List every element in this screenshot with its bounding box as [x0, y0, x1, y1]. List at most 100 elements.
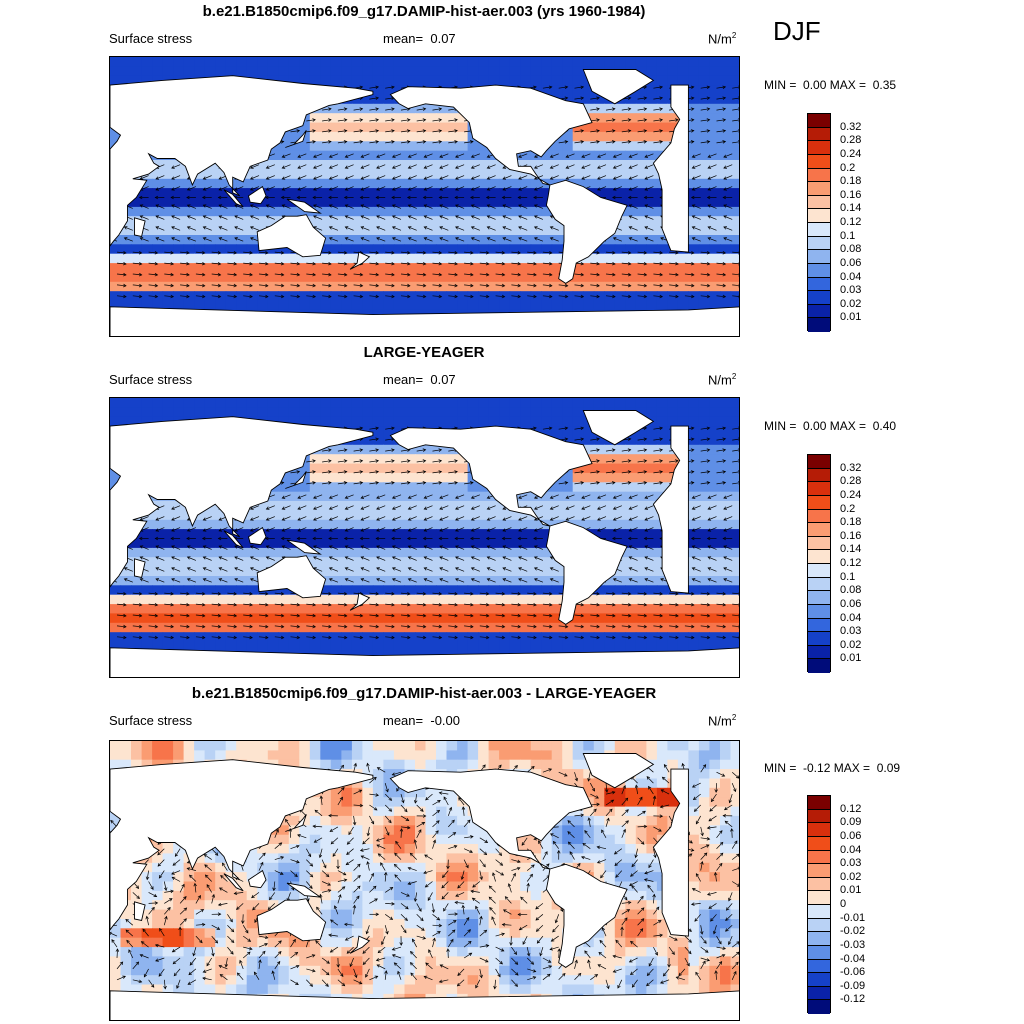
wind-vector: [511, 262, 521, 265]
field-cell: [267, 613, 279, 624]
field-cell: [530, 178, 542, 189]
wind-vector-head: [533, 251, 537, 255]
field-cell: [173, 547, 185, 558]
field-cell: [688, 454, 700, 465]
field-cell: [625, 291, 637, 302]
field-cell: [309, 263, 321, 274]
field-cell: [604, 188, 616, 199]
wind-vector-head: [438, 195, 443, 200]
field-cell: [478, 263, 490, 274]
field-cell: [330, 566, 342, 577]
field-cell: [351, 566, 363, 577]
field-cell: [541, 263, 553, 274]
field-cell: [646, 454, 658, 465]
field-cell: [330, 463, 342, 474]
field-cell: [446, 557, 458, 568]
field-cell: [278, 206, 290, 217]
field-cell: [530, 291, 542, 302]
wind-vector: [518, 186, 528, 191]
wind-vector: [464, 251, 474, 254]
field-cell: [415, 206, 427, 217]
wind-vector-head: [155, 237, 160, 241]
field-cell: [457, 604, 469, 615]
field-cell: [698, 66, 710, 77]
wind-vector-head: [565, 176, 570, 180]
wind-vector: [274, 284, 284, 287]
field-cell: [173, 613, 185, 624]
field-cell: [320, 122, 332, 133]
field-cell: [562, 300, 574, 311]
wind-vector: [322, 141, 332, 144]
field-cell: [457, 622, 469, 633]
field-cell: [320, 206, 332, 217]
wind-vector: [448, 119, 458, 122]
field-cell: [730, 426, 739, 437]
wind-vector-head: [691, 165, 696, 169]
field-cell: [646, 272, 658, 283]
field-cell: [320, 576, 332, 586]
wind-vector-head: [455, 226, 459, 230]
field-cell: [457, 150, 469, 161]
field-cell: [646, 529, 658, 540]
field-cell: [393, 253, 405, 264]
field-cell: [656, 122, 668, 133]
panel1-variable-label: Surface stress: [109, 31, 193, 46]
field-cell: [583, 491, 595, 502]
field-cell: [562, 482, 574, 493]
field-cell: [457, 281, 469, 292]
field-cell: [446, 178, 458, 189]
wind-vector-head: [439, 154, 443, 158]
wind-vector-head: [391, 107, 395, 111]
wind-vector: [439, 153, 449, 158]
field-cell: [509, 604, 521, 615]
wind-vector-head: [706, 107, 711, 111]
wind-vector-head: [328, 129, 332, 133]
wind-vector-head: [328, 283, 332, 288]
field-cell: [194, 169, 206, 180]
field-cell: [110, 622, 122, 633]
wind-vector: [385, 119, 395, 122]
field-cell: [446, 141, 458, 152]
field-cell: [152, 622, 164, 633]
wind-vector: [329, 153, 339, 158]
field-cell: [457, 547, 469, 558]
wind-vector-head: [296, 283, 301, 288]
field-cell: [351, 113, 363, 124]
field-cell: [446, 113, 458, 124]
field-cell: [267, 263, 279, 274]
wind-vector-head: [186, 195, 190, 200]
field-cell: [383, 604, 395, 615]
field-cell: [457, 216, 469, 227]
field-cell: [351, 57, 363, 67]
field-cell: [698, 529, 710, 540]
field-cell: [446, 604, 458, 615]
field-cell: [393, 547, 405, 558]
field-cell: [131, 235, 143, 245]
field-cell: [351, 235, 363, 245]
field-cell: [309, 253, 321, 264]
wind-vector-head: [596, 283, 600, 288]
wind-vector: [613, 175, 622, 180]
field-cell: [393, 197, 405, 208]
wind-vector-head: [280, 140, 285, 144]
panel2-units-base: N/m: [708, 372, 732, 388]
field-cell: [509, 263, 521, 274]
field-cell: [698, 225, 710, 236]
field-cell: [162, 244, 174, 255]
field-cell: [204, 529, 216, 540]
wind-vector-head: [186, 215, 191, 219]
field-cell: [698, 407, 710, 418]
field-cell: [141, 529, 153, 540]
field-cell: [488, 566, 500, 577]
field-cell: [730, 557, 739, 568]
field-cell: [646, 557, 658, 568]
wind-vector-head: [707, 165, 712, 169]
field-cell: [572, 510, 584, 521]
wind-vector: [408, 175, 417, 180]
field-cell: [572, 94, 584, 105]
wind-vector-head: [628, 204, 633, 208]
wind-vector-head: [139, 237, 144, 241]
field-cell: [393, 454, 405, 465]
field-cell: [551, 85, 563, 96]
wind-vector: [700, 97, 710, 100]
